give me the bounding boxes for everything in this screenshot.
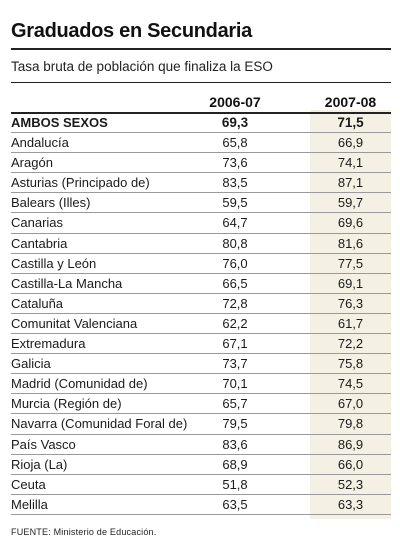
table-row: Ceuta 51,8 52,3: [11, 475, 391, 495]
value-2006-07: 65,8: [222, 135, 248, 151]
value-2006-07: 64,7: [222, 215, 248, 231]
value-2007-08: 75,8: [337, 356, 364, 372]
value-2007-08: 69,6: [337, 215, 364, 231]
row-label: Comunitat Valenciana: [11, 315, 138, 331]
table-row: Castilla-La Mancha 66,5 69,1: [11, 274, 391, 294]
value-2007-08: 86,9: [337, 436, 364, 452]
value-2006-07: 65,7: [222, 396, 248, 412]
value-2006-07: 79,5: [222, 416, 248, 432]
table-row: Extremadura 67,1 72,2: [11, 334, 391, 355]
row-label: Ceuta: [11, 476, 46, 492]
row-label: Andalucía: [11, 135, 69, 151]
title-rule: [11, 48, 391, 50]
row-label: Melilla: [11, 496, 48, 512]
row-label: Asturias (Principado de): [11, 175, 150, 191]
table-row: Canarias 64,7 69,6: [11, 213, 391, 234]
data-table: AMBOS SEXOS 69,3 71,5 Andalucía 65,8 66,9 Arag…: [11, 113, 391, 515]
value-2006-07: 62,2: [222, 315, 248, 331]
row-label: Rioja (La): [11, 456, 68, 472]
value-2007-08: 74,1: [337, 155, 364, 171]
row-label: Cataluña: [11, 295, 64, 311]
value-2007-08: 76,3: [337, 295, 364, 311]
value-2006-07: 69,3: [221, 115, 249, 130]
table-row: Aragón 73,6 74,1: [11, 153, 391, 174]
row-label: Murcia (Región de): [11, 396, 122, 412]
value-2006-07: 72,8: [222, 295, 248, 311]
value-2006-07: 73,7: [222, 356, 248, 372]
row-label: Cantabria: [11, 235, 68, 251]
table-row: Madrid (Comunidad de) 70,1 74,5: [11, 374, 391, 395]
row-label: Extremadura: [11, 336, 86, 352]
table-row: Andalucía 65,8 66,9: [11, 133, 391, 154]
table-row: Castilla y León 76,0 77,5: [11, 254, 391, 274]
value-2006-07: 80,8: [222, 235, 248, 251]
value-2007-08: 81,6: [337, 235, 364, 251]
value-2006-07: 63,5: [222, 496, 248, 512]
row-label: Aragón: [11, 155, 53, 171]
value-2006-07: 83,6: [222, 436, 248, 452]
value-2006-07: 67,1: [222, 336, 248, 352]
table-row: Balears (Illes) 59,5 59,7: [11, 193, 391, 214]
table-row: Cantabria 80,8 81,6: [11, 234, 391, 254]
value-2006-07: 59,5: [222, 195, 248, 211]
column-header-2006-07: 2006-07: [209, 94, 261, 110]
value-2007-08: 52,3: [337, 476, 364, 492]
column-header-2007-08: 2007-08: [324, 94, 377, 110]
table-row: Rioja (La) 68,9 66,0: [11, 455, 391, 475]
value-2007-08: 61,7: [337, 315, 364, 331]
table-row: Comunitat Valenciana 62,2 61,7: [11, 314, 391, 335]
value-2006-07: 66,5: [222, 275, 248, 291]
value-2007-08: 69,1: [337, 275, 364, 291]
value-2007-08: 74,5: [337, 376, 364, 392]
row-label: Navarra (Comunidad Foral de): [11, 416, 188, 432]
table-row: Cataluña 72,8 76,3: [11, 294, 391, 314]
value-2007-08: 72,2: [337, 336, 364, 352]
value-2007-08: 77,5: [337, 255, 364, 271]
value-2007-08: 59,7: [337, 195, 364, 211]
value-2006-07: 76,0: [222, 255, 248, 271]
row-label: Galicia: [11, 356, 51, 372]
chart-subtitle: Tasa bruta de población que finaliza la …: [11, 59, 273, 74]
row-label: Balears (Illes): [11, 195, 91, 211]
header-rule: [11, 112, 391, 114]
table-row: Galicia 73,7 75,8: [11, 354, 391, 375]
value-2007-08: 63,3: [337, 496, 364, 512]
row-label: Castilla-La Mancha: [11, 275, 123, 291]
value-2006-07: 83,5: [222, 175, 248, 191]
value-2006-07: 68,9: [222, 456, 248, 472]
highlight-column: [310, 110, 391, 519]
row-label: Castilla y León: [11, 255, 97, 271]
chart-title: Graduados en Secundaria: [11, 20, 252, 42]
table-row: País Vasco 83,6 86,9: [11, 435, 391, 455]
table-row: Melilla 63,5 63,3: [11, 495, 391, 515]
value-2006-07: 70,1: [222, 376, 248, 392]
value-2007-08: 71,5: [337, 115, 364, 130]
value-2006-07: 51,8: [222, 476, 248, 492]
source-note: FUENTE: Ministerio de Educación.: [11, 527, 157, 537]
value-2006-07: 73,6: [222, 155, 248, 171]
row-label: AMBOS SEXOS: [11, 115, 108, 130]
value-2007-08: 67,0: [337, 396, 364, 412]
subtitle-rule: [11, 82, 391, 83]
row-label: Canarias: [11, 215, 64, 231]
table-row: Navarra (Comunidad Foral de) 79,5 79,8: [11, 414, 391, 435]
value-2007-08: 87,1: [337, 175, 364, 191]
value-2007-08: 66,0: [337, 456, 364, 472]
value-2007-08: 79,8: [337, 416, 364, 432]
table-row: Murcia (Región de) 65,7 67,0: [11, 394, 391, 415]
row-label: País Vasco: [11, 436, 76, 452]
value-2007-08: 66,9: [337, 135, 364, 151]
table-row: Asturias (Principado de) 83,5 87,1: [11, 173, 391, 194]
row-label: Madrid (Comunidad de): [11, 376, 148, 392]
table-row-total: AMBOS SEXOS 69,3 71,5: [11, 113, 391, 134]
